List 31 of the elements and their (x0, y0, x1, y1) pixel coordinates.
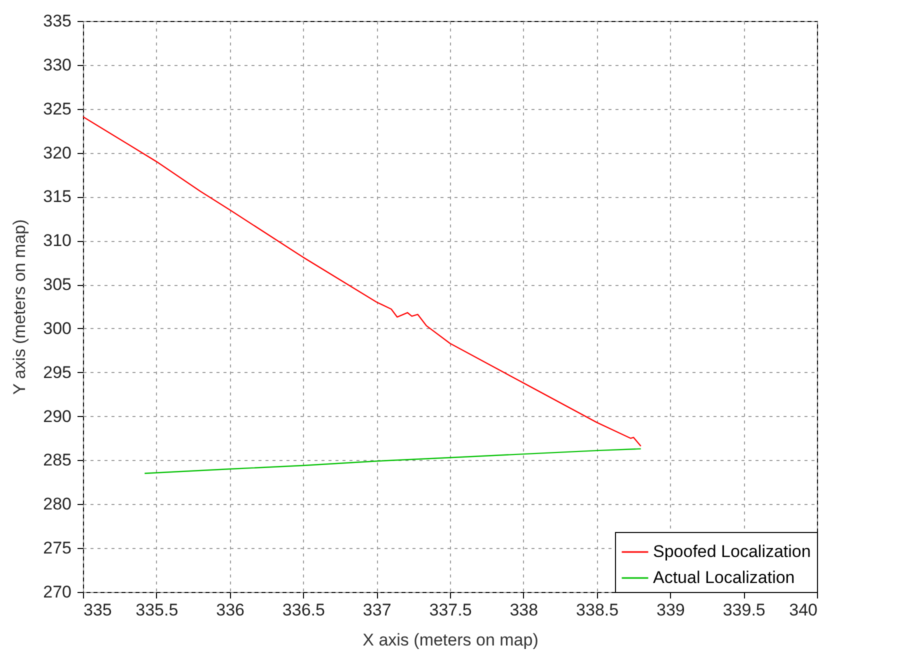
y-axis-title: Y axis (meters on map) (10, 219, 30, 395)
y-tick-label: 330 (43, 55, 72, 74)
x-tick-label: 339.5 (722, 600, 766, 620)
y-tick-label: 335 (43, 12, 72, 30)
y-tick-label: 310 (43, 231, 72, 250)
x-tick-label: 335.5 (136, 600, 178, 620)
y-tick-label: 295 (43, 362, 72, 382)
legend-label: Spoofed Localization (653, 542, 811, 561)
x-tick-label: 337 (362, 600, 392, 620)
y-tick-label: 270 (43, 582, 72, 602)
x-tick-label: 340 (789, 600, 818, 620)
line-series (144, 448, 642, 474)
legend-label: Actual Localization (653, 568, 795, 587)
x-tick-label: 339 (656, 600, 685, 620)
y-tick-label: 300 (43, 318, 72, 338)
y-tick-label: 320 (43, 143, 72, 162)
y-tick-label: 275 (43, 538, 72, 558)
x-tick-label: 336 (216, 600, 244, 620)
x-tick-label: 338 (510, 600, 538, 620)
x-tick-label: 335 (84, 600, 112, 620)
y-tick-label: 285 (43, 450, 72, 470)
y-tick-label: 325 (43, 99, 72, 118)
x-axis-title: X axis (meters on map) (362, 630, 538, 650)
y-tick-label: 290 (43, 406, 72, 426)
y-tick-label: 315 (43, 187, 72, 206)
line-series (82, 116, 642, 447)
x-tick-label: 338.5 (576, 600, 619, 620)
y-tick-label: 305 (43, 275, 72, 294)
y-tick-label: 280 (43, 494, 72, 514)
x-tick-label: 337.5 (429, 600, 472, 620)
x-tick-label: 336.5 (282, 600, 325, 620)
